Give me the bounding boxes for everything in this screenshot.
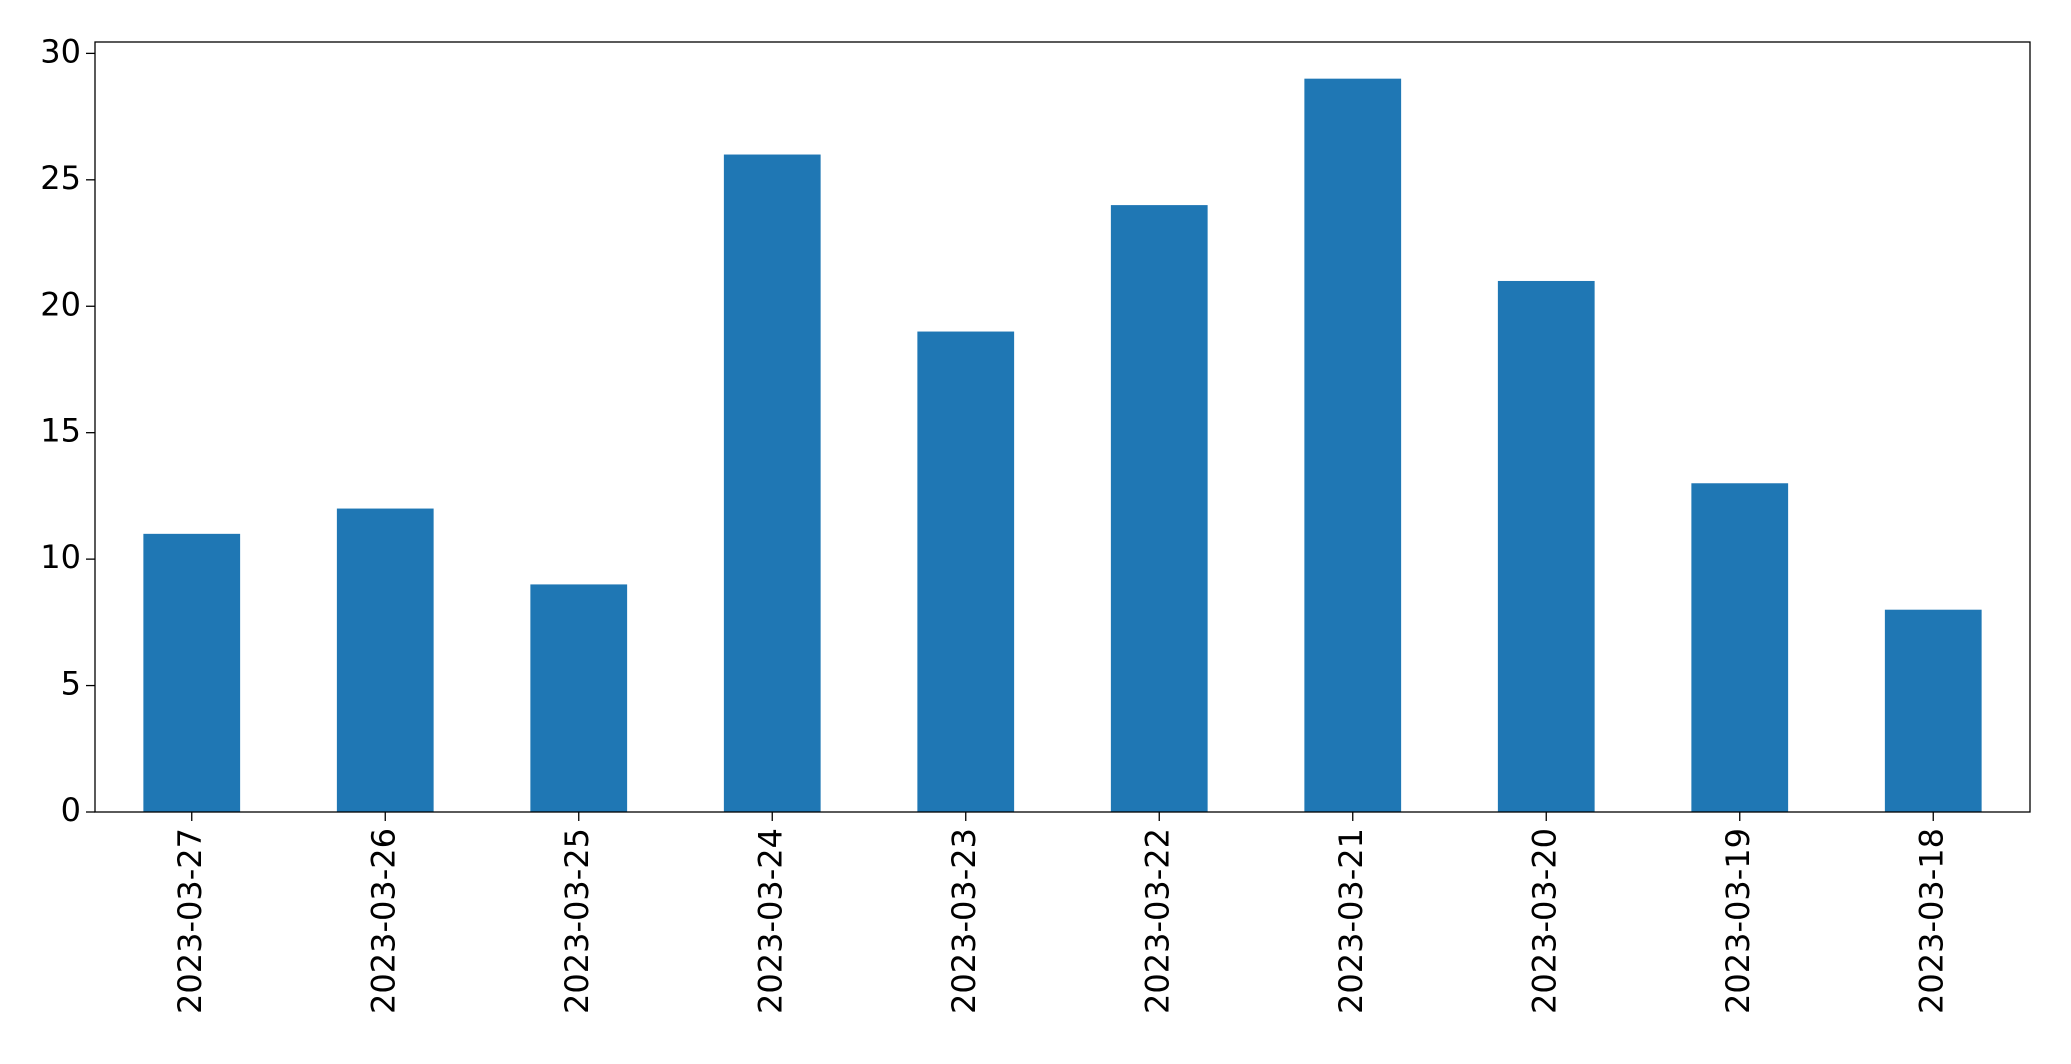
bar: [1884, 609, 1982, 812]
bar: [723, 154, 821, 812]
y-tick-label: 0: [61, 791, 81, 829]
y-tick-label: 15: [40, 412, 81, 450]
y-tick-label: 30: [40, 32, 81, 70]
bar: [1497, 280, 1595, 812]
bar: [1691, 483, 1789, 812]
x-tick-label: 2023-03-26: [364, 828, 402, 1014]
bar: [1304, 78, 1402, 812]
bar: [143, 533, 241, 812]
bar: [336, 508, 434, 812]
bar: [1110, 205, 1208, 812]
x-tick-label: 2023-03-22: [1138, 828, 1176, 1014]
x-tick-label: 2023-03-25: [558, 828, 596, 1014]
x-tick-label: 2023-03-27: [171, 828, 209, 1014]
x-tick-label: 2023-03-23: [945, 828, 983, 1014]
axes-frame: [94, 41, 2031, 813]
bar: [917, 331, 1015, 812]
x-tick-label: 2023-03-21: [1332, 828, 1370, 1014]
y-tick-label: 25: [40, 159, 81, 197]
x-tick-label: 2023-03-19: [1719, 828, 1757, 1014]
x-tick-label: 2023-03-24: [751, 828, 789, 1014]
x-tick-label: 2023-03-18: [1912, 828, 1950, 1014]
y-tick-label: 5: [61, 665, 81, 703]
bar: [530, 584, 628, 812]
x-tick-label: 2023-03-20: [1525, 828, 1563, 1014]
y-tick-label: 20: [40, 285, 81, 323]
y-tick-label: 10: [40, 538, 81, 576]
